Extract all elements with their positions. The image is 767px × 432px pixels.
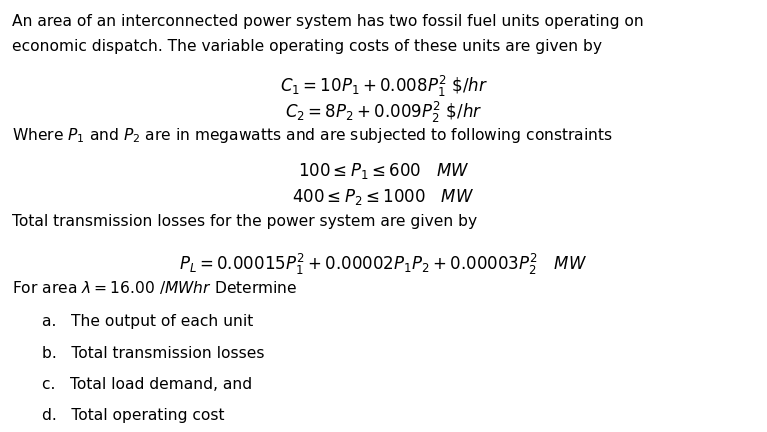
Text: d.   Total operating cost: d. Total operating cost: [42, 408, 225, 423]
Text: $400 \leq P_2 \leq 1000 \quad MW$: $400 \leq P_2 \leq 1000 \quad MW$: [292, 187, 475, 206]
Text: $P_L = 0.00015P_1^2 + 0.00002P_1P_2 + 0.00003P_2^2 \quad MW$: $P_L = 0.00015P_1^2 + 0.00002P_1P_2 + 0.…: [179, 251, 588, 276]
Text: economic dispatch. The variable operating costs of these units are given by: economic dispatch. The variable operatin…: [12, 39, 602, 54]
Text: Total transmission losses for the power system are given by: Total transmission losses for the power …: [12, 214, 477, 229]
Text: Where $P_1$ and $P_2$ are in megawatts and are subjected to following constraint: Where $P_1$ and $P_2$ are in megawatts a…: [12, 126, 614, 145]
Text: $C_2 = 8P_2 + 0.009P_2^2\ \$/hr$: $C_2 = 8P_2 + 0.009P_2^2\ \$/hr$: [285, 100, 482, 125]
Text: $C_1 = 10P_1 + 0.008P_1^2\ \$/hr$: $C_1 = 10P_1 + 0.008P_1^2\ \$/hr$: [279, 74, 488, 99]
Text: An area of an interconnected power system has two fossil fuel units operating on: An area of an interconnected power syste…: [12, 14, 644, 29]
Text: b.   Total transmission losses: b. Total transmission losses: [42, 346, 265, 361]
Text: For area $\lambda = 16.00$ $/MWhr$ Determine: For area $\lambda = 16.00$ $/MWhr$ Deter…: [12, 279, 298, 295]
Text: c.   Total load demand, and: c. Total load demand, and: [42, 377, 252, 392]
Text: $100 \leq P_1 \leq 600 \quad MW$: $100 \leq P_1 \leq 600 \quad MW$: [298, 161, 469, 181]
Text: a.   The output of each unit: a. The output of each unit: [42, 314, 253, 330]
